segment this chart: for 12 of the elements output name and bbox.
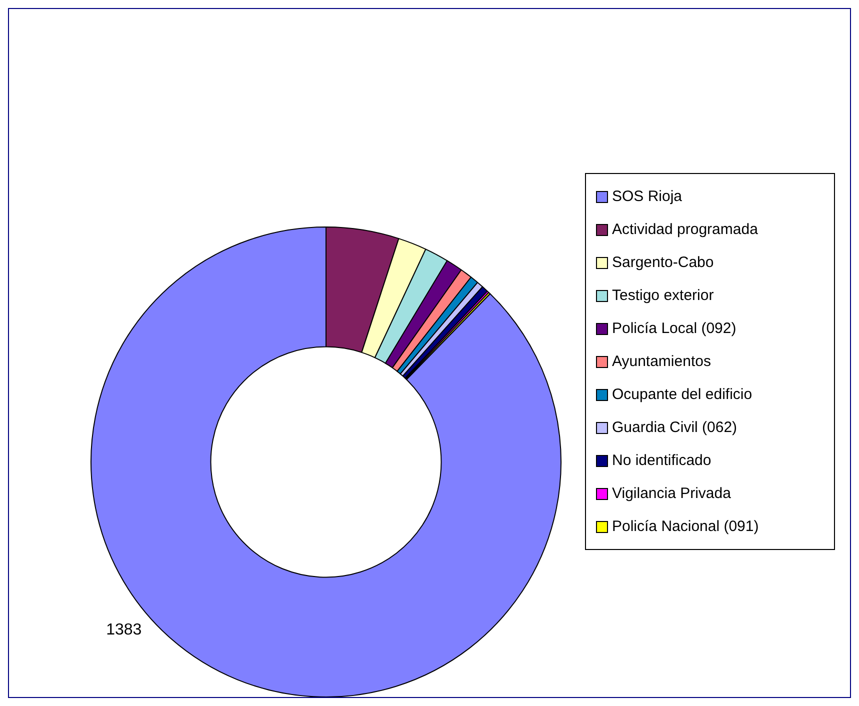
legend-label: Ayuntamientos bbox=[612, 353, 711, 370]
legend-label: SOS Rioja bbox=[612, 188, 682, 205]
legend-label: Sargento-Cabo bbox=[612, 254, 714, 271]
legend-label: Ocupante del edificio bbox=[612, 386, 752, 403]
legend-label: Testigo exterior bbox=[612, 287, 714, 304]
legend-label: Vigilancia Privada bbox=[612, 485, 731, 502]
legend-label: Policía Nacional (091) bbox=[612, 518, 759, 535]
legend-label: Policía Local (092) bbox=[612, 320, 736, 337]
legend-label: Guardia Civil (062) bbox=[612, 419, 738, 436]
legend-label: Actividad programada bbox=[612, 221, 758, 238]
data-label: 1383 bbox=[106, 622, 142, 639]
legend-label: No identificado bbox=[612, 452, 712, 469]
